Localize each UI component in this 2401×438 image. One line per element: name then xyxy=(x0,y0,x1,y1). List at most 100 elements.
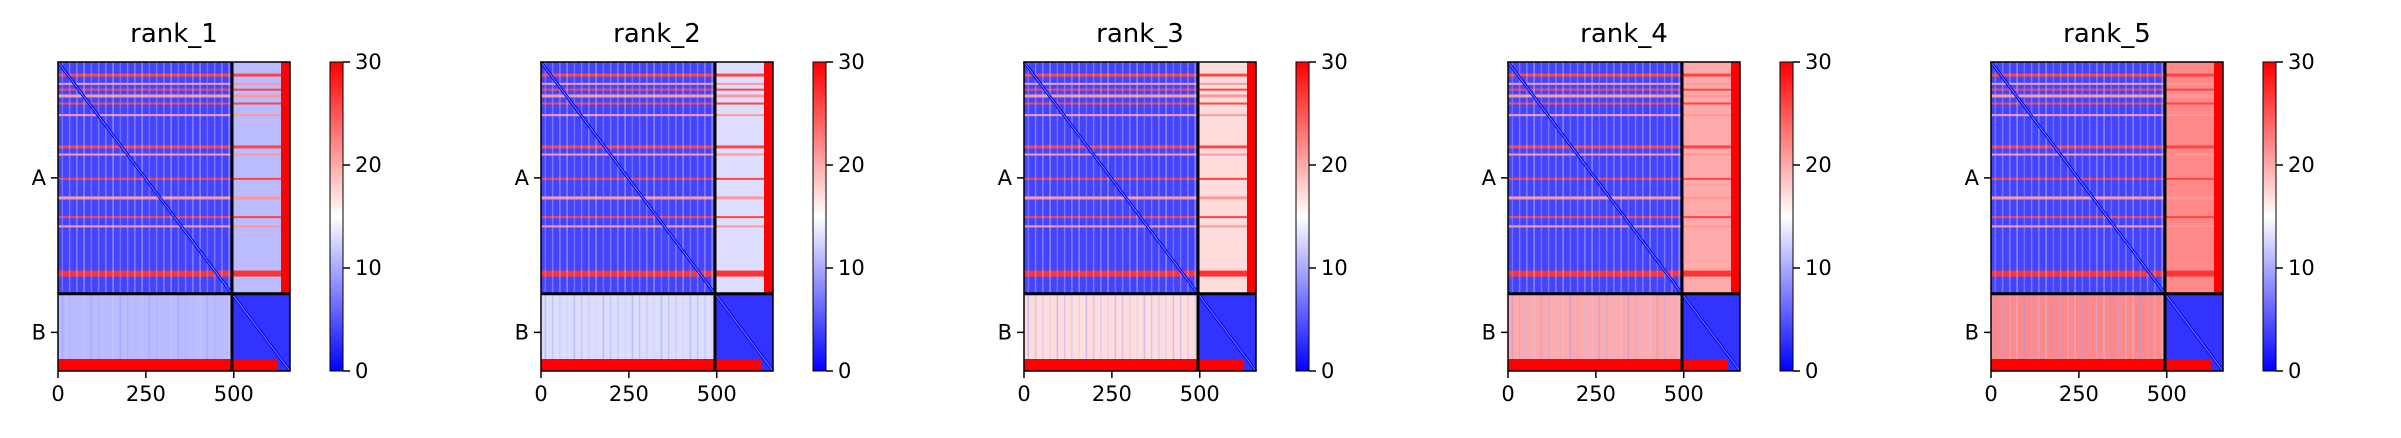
row-stripe xyxy=(1508,88,1740,91)
row-stripe xyxy=(541,177,773,180)
row-stripe xyxy=(58,145,290,149)
col-stripe xyxy=(1129,62,1131,371)
col-stripe xyxy=(624,62,626,371)
col-stripe xyxy=(1042,62,1044,371)
row-stripe xyxy=(1024,94,1256,98)
colorbar-tick-label: 0 xyxy=(355,359,368,383)
col-stripe xyxy=(653,62,655,371)
colorbar-tick-label: 30 xyxy=(2288,50,2315,74)
x-tick-label: 0 xyxy=(1017,382,1030,406)
heatmap-panel-1: rank_1 0 250 500 A B 0 10 20 30 xyxy=(32,19,382,406)
col-stripe xyxy=(2117,62,2120,371)
row-stripe xyxy=(541,102,773,105)
col-stripe xyxy=(2096,62,2098,371)
col-stripe xyxy=(1656,62,1659,371)
col-stripe xyxy=(617,62,619,371)
colorbar-tick-label: 30 xyxy=(1321,50,1348,74)
row-stripe xyxy=(1508,82,1740,85)
row-stripe xyxy=(1991,94,2223,98)
col-stripe xyxy=(1598,62,1601,371)
col-stripe xyxy=(155,62,158,371)
x-tick-label: 250 xyxy=(1092,382,1132,406)
row-stripe xyxy=(1024,153,1256,156)
row-stripe xyxy=(1024,225,1256,228)
heatmap-panel-5: rank_5 0 250 500 A B 0 10 20 30 xyxy=(1965,19,2315,406)
col-stripe xyxy=(177,62,180,371)
x-tick-label: 250 xyxy=(126,382,166,406)
col-stripe xyxy=(1027,62,1030,371)
col-stripe xyxy=(2023,62,2026,371)
heatmap-panel-3: rank_3 0 250 500 A B 0 10 20 30 xyxy=(998,19,1348,406)
edge-bottom xyxy=(58,359,278,371)
col-stripe xyxy=(192,62,194,371)
colorbar-tick-label: 0 xyxy=(1321,359,1334,383)
panel-title: rank_3 xyxy=(1096,19,1184,49)
row-stripe xyxy=(541,88,773,91)
row-stripe xyxy=(58,153,290,156)
col-stripe xyxy=(595,62,597,371)
col-stripe xyxy=(163,62,165,371)
col-stripe xyxy=(704,62,706,371)
row-stripe xyxy=(541,114,773,117)
col-stripe xyxy=(609,62,612,371)
x-tick-label: 500 xyxy=(697,382,737,406)
row-stripe xyxy=(1024,102,1256,105)
col-stripe xyxy=(544,62,547,371)
col-stripe xyxy=(667,62,670,371)
row-stripe xyxy=(541,153,773,156)
x-tick-label: 0 xyxy=(1984,382,1997,406)
y-tick-label: B xyxy=(515,320,529,344)
heatmap-panel-2: rank_2 0 250 500 A B 0 10 20 30 xyxy=(515,19,865,406)
col-stripe xyxy=(2110,62,2113,371)
col-stripe xyxy=(1049,62,1051,371)
colorbar-tick-label: 20 xyxy=(838,153,865,177)
col-stripe xyxy=(1518,62,1521,371)
row-stripe xyxy=(1508,102,1740,105)
row-stripe xyxy=(541,145,773,149)
y-tick-label: A xyxy=(32,166,47,190)
y-tick-label: B xyxy=(998,320,1012,344)
col-stripe xyxy=(126,62,129,371)
col-stripe xyxy=(112,62,114,371)
col-stripe xyxy=(1605,62,1608,371)
col-stripe xyxy=(646,62,648,371)
row-stripe xyxy=(1991,153,2223,156)
row-stripe xyxy=(1024,196,1256,200)
col-stripe xyxy=(551,62,554,371)
heatmap-frame xyxy=(1990,61,2224,372)
col-stripe xyxy=(711,62,713,371)
col-stripe xyxy=(2052,62,2055,371)
colorbar-tick-label: 20 xyxy=(355,153,382,177)
col-stripe xyxy=(1136,62,1138,371)
row-stripe xyxy=(541,94,773,98)
row-stripe xyxy=(1508,196,1740,200)
row-stripe xyxy=(1024,88,1256,91)
col-stripe xyxy=(148,62,151,371)
col-stripe xyxy=(2001,62,2004,371)
colorbar: 0 10 20 30 xyxy=(1779,50,1832,383)
col-stripe xyxy=(2146,62,2149,371)
col-stripe xyxy=(2016,62,2018,371)
col-stripe xyxy=(1165,62,1167,371)
row-stripe xyxy=(1991,114,2223,117)
col-stripe xyxy=(1187,62,1189,371)
row-stripe xyxy=(541,82,773,85)
y-tick-label: A xyxy=(1482,166,1497,190)
y-tick-label: B xyxy=(1482,320,1496,344)
diagonal-highlight xyxy=(1023,61,1257,372)
col-stripe xyxy=(559,62,561,371)
row-stripe xyxy=(58,270,290,277)
colorbar: 0 10 20 30 xyxy=(329,50,382,383)
col-stripe xyxy=(1100,62,1102,371)
col-stripe xyxy=(573,62,576,371)
row-stripe xyxy=(58,94,290,98)
col-stripe xyxy=(199,62,201,371)
col-stripe xyxy=(2088,62,2091,371)
edge-bottom xyxy=(1991,359,2211,371)
panel-title: rank_5 xyxy=(2063,19,2151,49)
col-stripe xyxy=(682,62,684,371)
y-tick-label: A xyxy=(1965,166,1980,190)
col-stripe xyxy=(90,62,93,371)
col-stripe xyxy=(631,62,634,371)
col-stripe xyxy=(1642,62,1644,371)
